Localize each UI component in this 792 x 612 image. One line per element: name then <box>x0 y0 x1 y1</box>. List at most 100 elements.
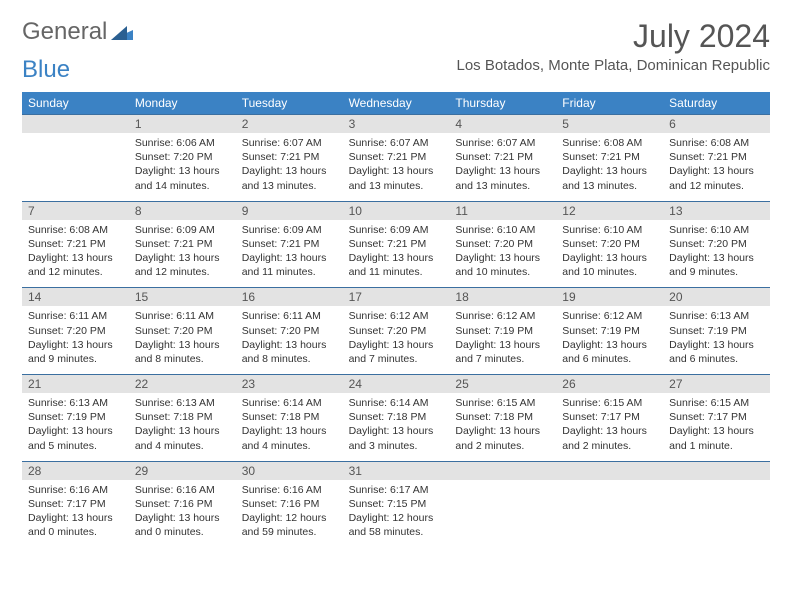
week-3-cells: Sunrise: 6:13 AMSunset: 7:19 PMDaylight:… <box>22 393 770 461</box>
sunrise-text: Sunrise: 6:16 AM <box>135 483 230 497</box>
sunrise-text: Sunrise: 6:09 AM <box>135 223 230 237</box>
daynum: 26 <box>556 375 663 393</box>
sunrise-text: Sunrise: 6:09 AM <box>242 223 337 237</box>
daylight-text: Daylight: 13 hours and 4 minutes. <box>242 424 337 452</box>
daycell: Sunrise: 6:11 AMSunset: 7:20 PMDaylight:… <box>129 306 236 374</box>
daylight-text: Daylight: 13 hours and 7 minutes. <box>349 338 444 366</box>
daycell: Sunrise: 6:15 AMSunset: 7:18 PMDaylight:… <box>449 393 556 461</box>
daycell: Sunrise: 6:16 AMSunset: 7:16 PMDaylight:… <box>129 480 236 548</box>
daylight-text: Daylight: 13 hours and 10 minutes. <box>562 251 657 279</box>
sunset-text: Sunset: 7:20 PM <box>455 237 550 251</box>
daynum: 1 <box>129 115 236 133</box>
brand-part1: General <box>22 18 107 46</box>
daylight-text: Daylight: 13 hours and 13 minutes. <box>455 164 550 192</box>
daylight-text: Daylight: 13 hours and 13 minutes. <box>349 164 444 192</box>
daycell: Sunrise: 6:07 AMSunset: 7:21 PMDaylight:… <box>343 133 450 201</box>
daycell: Sunrise: 6:16 AMSunset: 7:17 PMDaylight:… <box>22 480 129 548</box>
daynum: 25 <box>449 375 556 393</box>
week-4-cells: Sunrise: 6:16 AMSunset: 7:17 PMDaylight:… <box>22 480 770 548</box>
daylight-text: Daylight: 13 hours and 11 minutes. <box>349 251 444 279</box>
sunrise-text: Sunrise: 6:14 AM <box>242 396 337 410</box>
daycell: Sunrise: 6:07 AMSunset: 7:21 PMDaylight:… <box>449 133 556 201</box>
daycell: Sunrise: 6:13 AMSunset: 7:19 PMDaylight:… <box>663 306 770 374</box>
daylight-text: Daylight: 13 hours and 1 minute. <box>669 424 764 452</box>
sunset-text: Sunset: 7:20 PM <box>28 324 123 338</box>
month-title: July 2024 <box>456 18 770 55</box>
daycell: Sunrise: 6:11 AMSunset: 7:20 PMDaylight:… <box>236 306 343 374</box>
daynum: 13 <box>663 202 770 220</box>
sunrise-text: Sunrise: 6:07 AM <box>349 136 444 150</box>
day-header-wednesday: Wednesday <box>343 92 450 114</box>
daynum: 8 <box>129 202 236 220</box>
daylight-text: Daylight: 13 hours and 6 minutes. <box>562 338 657 366</box>
week-0-cells: Sunrise: 6:06 AMSunset: 7:20 PMDaylight:… <box>22 133 770 201</box>
daylight-text: Daylight: 13 hours and 8 minutes. <box>242 338 337 366</box>
daynum <box>22 115 129 133</box>
week-2-cells: Sunrise: 6:11 AMSunset: 7:20 PMDaylight:… <box>22 306 770 374</box>
sunset-text: Sunset: 7:15 PM <box>349 497 444 511</box>
sunset-text: Sunset: 7:17 PM <box>669 410 764 424</box>
daynum: 6 <box>663 115 770 133</box>
daynum: 2 <box>236 115 343 133</box>
daylight-text: Daylight: 12 hours and 59 minutes. <box>242 511 337 539</box>
sunset-text: Sunset: 7:21 PM <box>349 150 444 164</box>
daycell: Sunrise: 6:10 AMSunset: 7:20 PMDaylight:… <box>556 220 663 288</box>
daylight-text: Daylight: 13 hours and 11 minutes. <box>242 251 337 279</box>
logo-icon <box>111 24 133 40</box>
daylight-text: Daylight: 13 hours and 12 minutes. <box>135 251 230 279</box>
daynum: 16 <box>236 288 343 306</box>
daynum: 15 <box>129 288 236 306</box>
sunset-text: Sunset: 7:18 PM <box>135 410 230 424</box>
sunrise-text: Sunrise: 6:12 AM <box>562 309 657 323</box>
daylight-text: Daylight: 13 hours and 5 minutes. <box>28 424 123 452</box>
daylight-text: Daylight: 13 hours and 3 minutes. <box>349 424 444 452</box>
sunset-text: Sunset: 7:21 PM <box>135 237 230 251</box>
sunrise-text: Sunrise: 6:08 AM <box>669 136 764 150</box>
sunrise-text: Sunrise: 6:15 AM <box>669 396 764 410</box>
daynum: 22 <box>129 375 236 393</box>
daynum: 4 <box>449 115 556 133</box>
sunset-text: Sunset: 7:18 PM <box>242 410 337 424</box>
daycell: Sunrise: 6:15 AMSunset: 7:17 PMDaylight:… <box>663 393 770 461</box>
day-header-sunday: Sunday <box>22 92 129 114</box>
daycell: Sunrise: 6:06 AMSunset: 7:20 PMDaylight:… <box>129 133 236 201</box>
sunset-text: Sunset: 7:20 PM <box>242 324 337 338</box>
daynum: 9 <box>236 202 343 220</box>
sunrise-text: Sunrise: 6:11 AM <box>28 309 123 323</box>
sunset-text: Sunset: 7:16 PM <box>242 497 337 511</box>
daycell: Sunrise: 6:14 AMSunset: 7:18 PMDaylight:… <box>236 393 343 461</box>
sunset-text: Sunset: 7:20 PM <box>669 237 764 251</box>
daynum: 7 <box>22 202 129 220</box>
day-header-row: SundayMondayTuesdayWednesdayThursdayFrid… <box>22 92 770 114</box>
calendar: SundayMondayTuesdayWednesdayThursdayFrid… <box>22 92 770 547</box>
daynum: 3 <box>343 115 450 133</box>
daynum <box>663 462 770 480</box>
daynum: 5 <box>556 115 663 133</box>
sunrise-text: Sunrise: 6:15 AM <box>455 396 550 410</box>
sunset-text: Sunset: 7:21 PM <box>28 237 123 251</box>
daylight-text: Daylight: 13 hours and 7 minutes. <box>455 338 550 366</box>
sunset-text: Sunset: 7:20 PM <box>135 150 230 164</box>
sunset-text: Sunset: 7:18 PM <box>349 410 444 424</box>
sunrise-text: Sunrise: 6:10 AM <box>669 223 764 237</box>
sunset-text: Sunset: 7:20 PM <box>562 237 657 251</box>
daycell: Sunrise: 6:13 AMSunset: 7:18 PMDaylight:… <box>129 393 236 461</box>
sunset-text: Sunset: 7:21 PM <box>669 150 764 164</box>
week-3-numrow: 21222324252627 <box>22 374 770 393</box>
daylight-text: Daylight: 13 hours and 13 minutes. <box>242 164 337 192</box>
sunrise-text: Sunrise: 6:17 AM <box>349 483 444 497</box>
sunrise-text: Sunrise: 6:10 AM <box>455 223 550 237</box>
daycell: Sunrise: 6:17 AMSunset: 7:15 PMDaylight:… <box>343 480 450 548</box>
day-header-friday: Friday <box>556 92 663 114</box>
sunset-text: Sunset: 7:19 PM <box>562 324 657 338</box>
daylight-text: Daylight: 13 hours and 12 minutes. <box>669 164 764 192</box>
daycell <box>449 480 556 548</box>
sunset-text: Sunset: 7:21 PM <box>242 237 337 251</box>
sunset-text: Sunset: 7:21 PM <box>349 237 444 251</box>
daycell: Sunrise: 6:12 AMSunset: 7:20 PMDaylight:… <box>343 306 450 374</box>
brand-part2: Blue <box>22 56 70 84</box>
daylight-text: Daylight: 13 hours and 13 minutes. <box>562 164 657 192</box>
daycell <box>663 480 770 548</box>
sunset-text: Sunset: 7:18 PM <box>455 410 550 424</box>
daycell: Sunrise: 6:07 AMSunset: 7:21 PMDaylight:… <box>236 133 343 201</box>
